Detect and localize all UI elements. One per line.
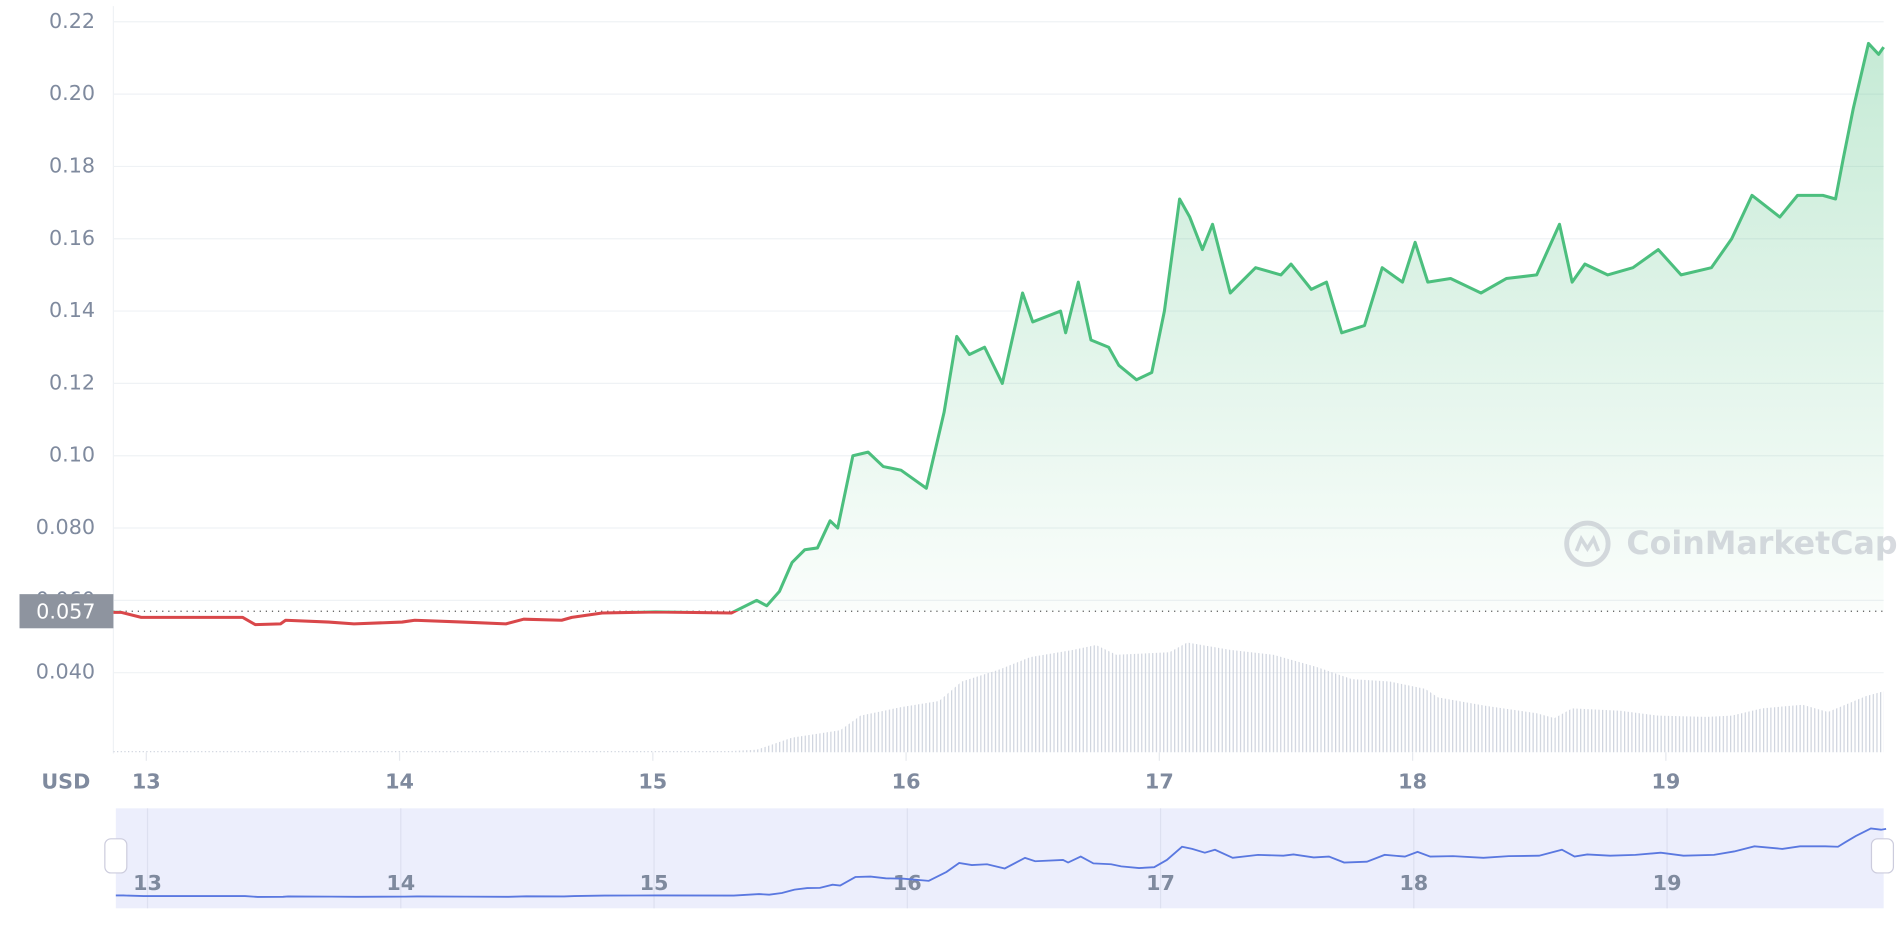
navigator-line [115, 827, 1887, 898]
navigator-tick-label: 19 [1653, 871, 1682, 895]
x-tick-label: 18 [1398, 770, 1427, 794]
y-tick-label: 0.20 [49, 81, 95, 105]
navigator-tick-label: 17 [1146, 871, 1175, 895]
y-tick-label: 0.080 [36, 515, 95, 539]
watermark: CoinMarketCap [1564, 520, 1898, 567]
watermark-text: CoinMarketCap [1626, 526, 1897, 562]
y-tick-label: 0.16 [49, 226, 95, 250]
baseline-label: 0.057 [36, 599, 95, 623]
price-area [113, 43, 1884, 612]
navigator-tick-label: 14 [386, 871, 415, 895]
navigator-tick-label: 13 [133, 871, 162, 895]
x-tick-label: 15 [638, 770, 667, 794]
navigator-handle-right[interactable] [1870, 838, 1895, 874]
navigator-tick-label: 16 [893, 871, 922, 895]
x-tick-label: 19 [1651, 770, 1680, 794]
x-tick-label: 13 [132, 770, 161, 794]
y-tick-label: 0.18 [49, 153, 95, 177]
volume-area [113, 642, 1884, 753]
x-tick-label: 17 [1145, 770, 1174, 794]
watermark-logo-mark [1574, 534, 1601, 553]
navigator-bg [115, 808, 1884, 909]
baseline-label-bg [19, 594, 114, 629]
navigator-tick-label: 18 [1399, 871, 1428, 895]
y-tick-label: 0.14 [49, 298, 95, 322]
y-tick-label: 0.10 [49, 443, 95, 467]
watermark-logo [1564, 520, 1611, 567]
y-tick-label: 0.12 [49, 370, 95, 394]
navigator-tick-label: 15 [640, 871, 669, 895]
plot-root: USD 0.0400.0600.0800.100.120.140.160.180… [19, 6, 1898, 909]
y-tick-label: 0.040 [36, 660, 95, 684]
currency-label: USD [41, 770, 90, 794]
price-line [113, 41, 1885, 627]
x-tick-label: 16 [892, 770, 921, 794]
y-tick-label: 0.22 [49, 9, 95, 33]
x-tick-label: 14 [385, 770, 414, 794]
navigator-handle-left[interactable] [104, 838, 128, 874]
